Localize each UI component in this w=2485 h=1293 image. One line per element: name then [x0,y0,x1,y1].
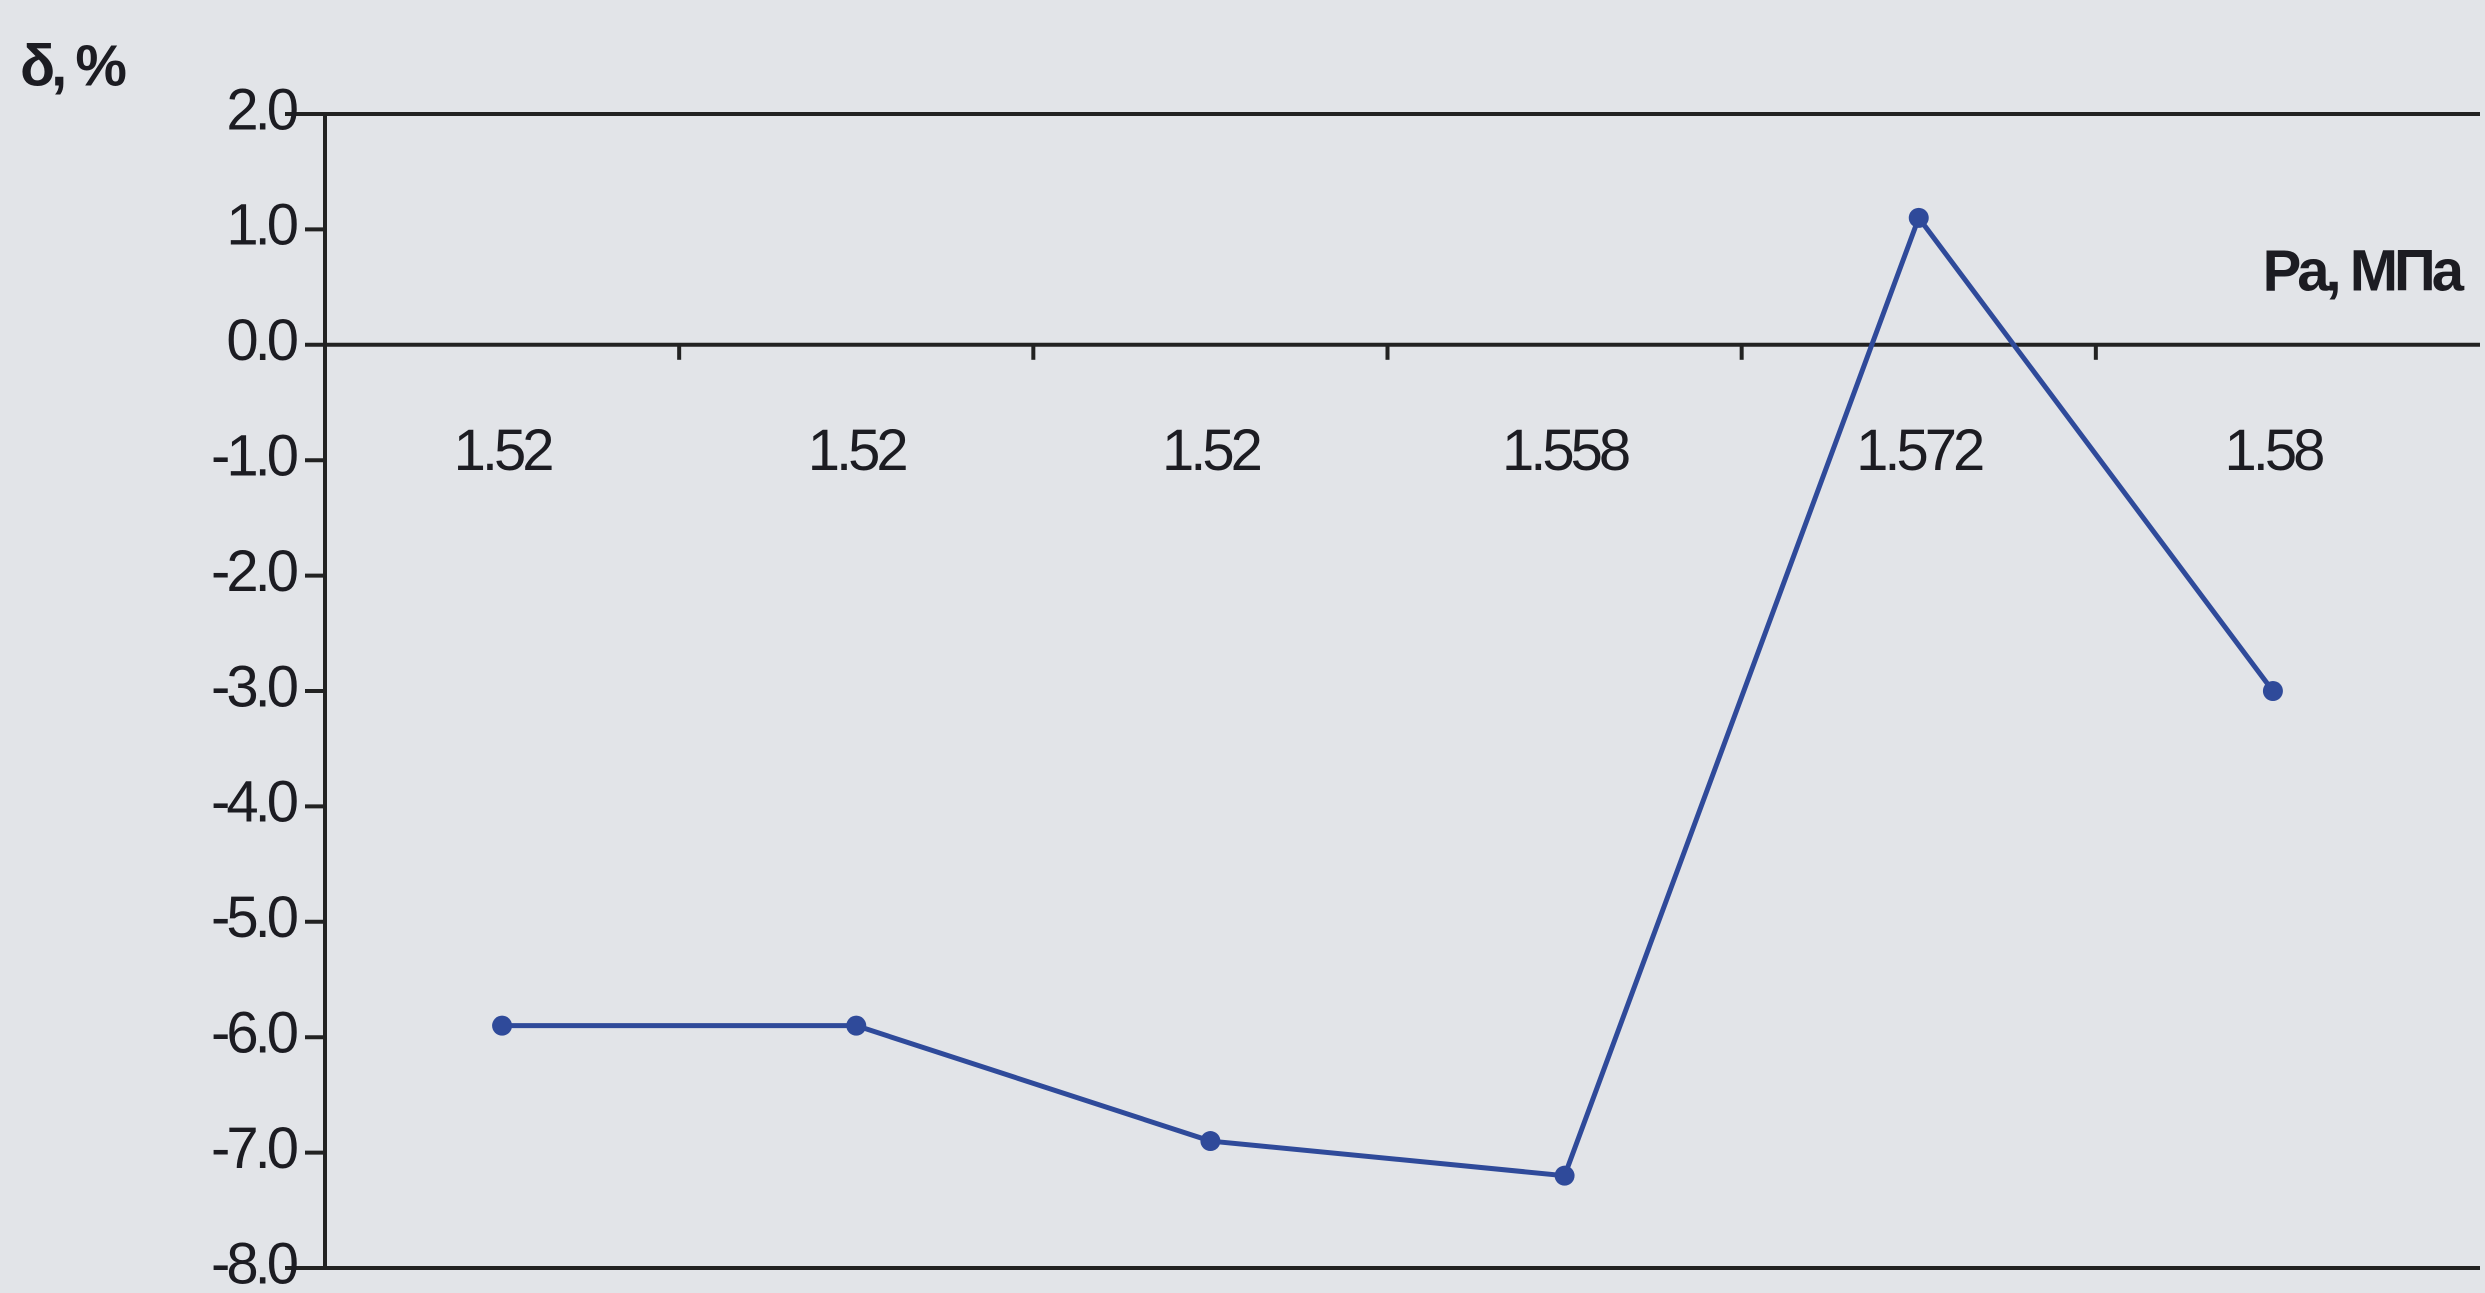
y-tick-label: -4.0 [211,770,297,835]
y-axis-label: δ, % [20,33,126,98]
data-point [1908,207,1929,228]
y-tick-label: -7.0 [211,1116,297,1181]
y-tick-label: -3.0 [211,654,297,719]
data-point [846,1015,867,1036]
y-tick-label: -1.0 [211,424,297,489]
y-tick-label: 2.0 [226,77,296,142]
x-tick-label: 1.52 [1162,418,1261,483]
data-point [1200,1131,1221,1152]
y-tick-label: -8.0 [211,1231,297,1293]
y-tick-label: 0.0 [226,308,296,373]
x-tick-label: 1.572 [1856,418,1983,483]
y-tick-label: -6.0 [211,1001,297,1066]
x-tick-label: 1.558 [1502,418,1629,483]
data-point [492,1015,513,1036]
x-axis-label: Pa, МПа [2263,238,2465,303]
y-tick-label: -5.0 [211,885,297,950]
series-line [502,212,2275,1179]
y-tick-label: 1.0 [226,193,296,258]
x-tick-label: 1.58 [2224,418,2323,483]
x-tick-label: 1.52 [454,418,553,483]
data-point [1554,1165,1575,1186]
x-tick-label: 1.52 [808,418,907,483]
data-point [2262,681,2283,701]
y-tick-label: -2.0 [211,539,297,604]
